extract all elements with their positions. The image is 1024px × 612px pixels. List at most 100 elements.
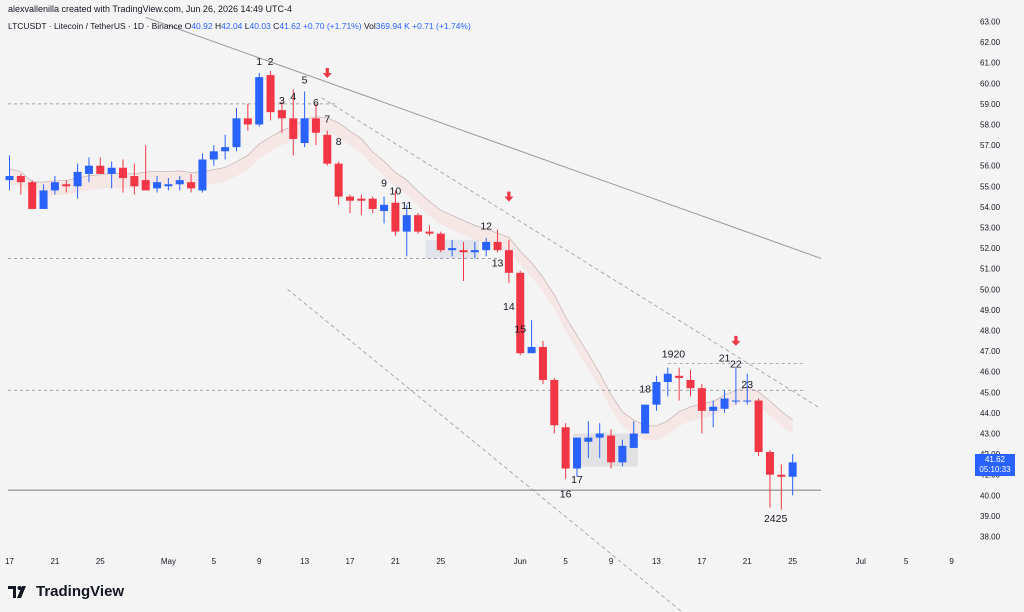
candle-body — [618, 445, 627, 463]
y-tick-label: 61.00 — [980, 59, 1001, 68]
wave-label: 3 — [279, 95, 285, 107]
candle-body — [459, 250, 468, 253]
wave-label: 7 — [324, 113, 330, 125]
high-value: 42.04 — [221, 21, 243, 31]
x-tick-label: 9 — [609, 557, 614, 566]
candle-body — [16, 176, 25, 183]
x-tick-label: 9 — [257, 557, 262, 566]
candle-body — [255, 77, 264, 125]
x-tick-label: 25 — [436, 557, 445, 566]
down-arrow-icon — [504, 191, 514, 202]
current-price-tag: 41.62 05:10:33 — [975, 454, 1015, 476]
candle-body — [595, 433, 604, 438]
symbol-label: LTCUSDT · Litecoin / TetherUS · 1D · Bin… — [8, 21, 183, 31]
candle-body — [777, 474, 786, 477]
candle-body — [743, 400, 752, 402]
volume-change: +0.71 (+1.74%) — [412, 21, 471, 31]
y-tick-label: 46.00 — [980, 368, 1001, 377]
candle-body — [84, 165, 93, 174]
candle-body — [368, 198, 377, 209]
candle-body — [28, 182, 37, 209]
x-tick-label: Jun — [514, 557, 527, 566]
candle-body — [232, 118, 241, 148]
candle-body — [380, 204, 389, 212]
y-tick-label: 43.00 — [980, 430, 1001, 439]
x-tick-label: 25 — [96, 557, 105, 566]
symbol-legend: LTCUSDT · Litecoin / TetherUS · 1D · Bin… — [8, 21, 471, 31]
close-label: C — [273, 21, 280, 31]
wave-label: 1 — [256, 56, 262, 68]
candle-body — [187, 182, 196, 189]
candle-body — [62, 184, 71, 187]
wave-label: 5 — [302, 74, 308, 86]
y-tick-label: 49.00 — [980, 306, 1001, 315]
candle-body — [334, 163, 343, 197]
candle-body — [709, 406, 718, 411]
wave-label: 15 — [514, 324, 526, 336]
candle-body — [641, 404, 650, 434]
low-label: L — [244, 21, 250, 31]
wave-label: 23 — [741, 379, 753, 391]
volume-label: Vol — [363, 21, 376, 31]
y-tick-label: 58.00 — [980, 121, 1001, 130]
candle-body — [516, 272, 525, 354]
candle-body — [73, 171, 82, 187]
candle-body — [652, 382, 661, 405]
wave-label: 14 — [503, 301, 515, 313]
candle-body — [527, 346, 536, 354]
candle-body — [550, 379, 559, 426]
candle-body — [573, 437, 581, 469]
candle-body — [175, 180, 184, 185]
candle-body — [414, 215, 423, 232]
wave-label: 13 — [492, 258, 504, 270]
candle-body — [357, 198, 366, 201]
candle-body — [470, 250, 479, 253]
candle-body — [39, 190, 48, 209]
candle-body — [209, 151, 218, 160]
candle-body — [584, 437, 593, 442]
down-arrow-icon — [322, 68, 332, 79]
candle-body — [686, 379, 695, 389]
candle-body — [504, 250, 513, 273]
y-tick-label: 39.00 — [980, 512, 1001, 521]
tradingview-logo[interactable]: TradingView — [8, 583, 124, 600]
x-tick-label: Jul — [856, 557, 866, 566]
wave-label: 12 — [480, 221, 492, 233]
wave-label: 16 — [560, 488, 572, 500]
candle-body — [141, 180, 150, 191]
brand-name: TradingView — [36, 583, 125, 600]
x-tick-label: 21 — [50, 557, 59, 566]
candle-body — [311, 118, 320, 133]
y-tick-label: 52.00 — [980, 244, 1001, 253]
wave-label: 18 — [639, 383, 651, 395]
wave-label: 22 — [730, 359, 742, 371]
consolidation-box — [573, 433, 638, 467]
y-tick-label: 55.00 — [980, 182, 1001, 191]
candle-body — [493, 241, 502, 251]
x-tick-label: 5 — [563, 557, 568, 566]
x-tick-label: May — [161, 557, 176, 566]
open-value: 40.92 — [191, 21, 213, 31]
candle-body — [754, 400, 763, 453]
x-tick-label: 17 — [5, 557, 14, 566]
candle-body — [107, 167, 116, 174]
y-tick-label: 40.00 — [980, 491, 1001, 500]
candle-body — [50, 182, 59, 191]
x-tick-label: 25 — [788, 557, 797, 566]
attribution-text: alexvallenilla created with TradingView.… — [8, 4, 292, 14]
bar-countdown: 05:10:33 — [979, 465, 1011, 474]
long-trendline — [145, 16, 822, 259]
candle-body — [697, 388, 706, 411]
x-tick-label: 21 — [743, 557, 752, 566]
current-price: 41.62 — [984, 455, 1006, 464]
candle-body — [607, 435, 616, 463]
wave-label: 2 — [268, 56, 274, 68]
candle-body — [788, 462, 797, 477]
tradingview-icon — [8, 585, 26, 598]
channel-upper-line — [321, 97, 822, 410]
candle-body — [323, 134, 332, 164]
candle-body — [119, 167, 127, 179]
down-arrow-icon — [731, 335, 741, 346]
candle-body — [629, 433, 638, 448]
